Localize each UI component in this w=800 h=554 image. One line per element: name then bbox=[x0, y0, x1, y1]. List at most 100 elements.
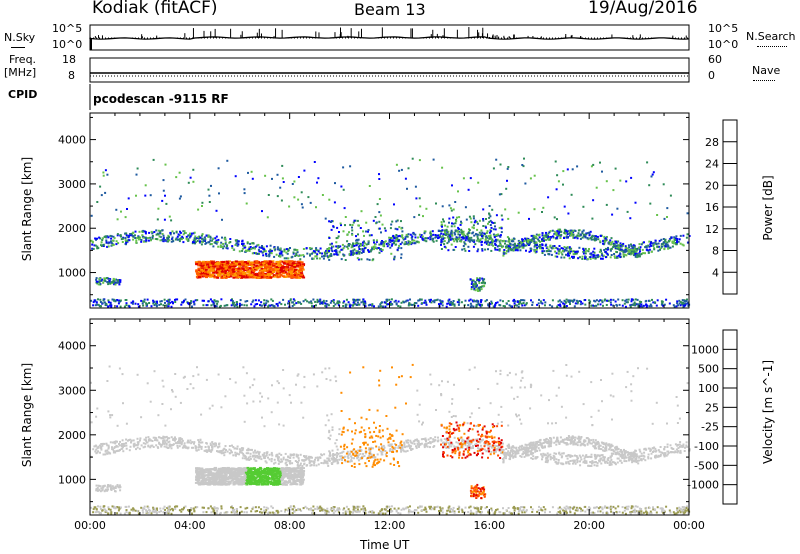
data-cell bbox=[261, 210, 263, 213]
data-cell bbox=[568, 232, 571, 235]
data-cell bbox=[610, 247, 613, 250]
data-cell bbox=[237, 240, 240, 243]
data-cell bbox=[639, 450, 642, 453]
data-cell bbox=[539, 246, 542, 248]
data-cell bbox=[231, 274, 235, 277]
data-cell bbox=[659, 248, 661, 251]
data-cell bbox=[234, 239, 237, 242]
data-cell bbox=[544, 244, 547, 247]
data-cell bbox=[538, 236, 541, 239]
data-cell bbox=[541, 250, 544, 253]
data-cell bbox=[337, 302, 340, 305]
data-cell bbox=[473, 234, 476, 237]
data-cell bbox=[209, 236, 212, 239]
data-cell bbox=[640, 243, 643, 246]
data-cell bbox=[411, 157, 414, 160]
data-cell bbox=[496, 238, 499, 241]
data-cell bbox=[468, 240, 471, 243]
data-cell bbox=[492, 228, 495, 231]
data-cell bbox=[418, 159, 421, 162]
data-cell bbox=[635, 248, 638, 250]
data-cell bbox=[236, 241, 239, 244]
data-cell bbox=[394, 446, 397, 449]
data-cell bbox=[296, 463, 299, 466]
y-tick-label: 3000 bbox=[58, 178, 86, 191]
data-cell bbox=[549, 236, 552, 238]
data-cell bbox=[229, 275, 233, 278]
data-cell bbox=[525, 249, 527, 252]
data-cell bbox=[104, 169, 107, 172]
data-cell bbox=[623, 249, 626, 252]
data-cell bbox=[406, 187, 408, 190]
data-cell bbox=[603, 457, 606, 460]
data-cell bbox=[349, 253, 352, 255]
data-cell bbox=[566, 168, 569, 171]
data-cell bbox=[267, 274, 271, 277]
data-cell bbox=[469, 177, 472, 180]
data-cell bbox=[110, 282, 113, 285]
data-cell bbox=[204, 263, 208, 266]
data-cell bbox=[533, 235, 536, 238]
data-cell bbox=[502, 239, 505, 242]
data-cell bbox=[512, 237, 515, 240]
data-cell bbox=[645, 246, 648, 249]
data-cell bbox=[145, 303, 148, 306]
data-cell bbox=[181, 235, 184, 238]
data-cell bbox=[460, 236, 463, 239]
data-cell bbox=[523, 157, 525, 160]
data-cell bbox=[287, 275, 291, 278]
data-cell bbox=[487, 240, 489, 243]
data-cell bbox=[308, 247, 311, 249]
data-cell bbox=[358, 248, 361, 250]
data-cell bbox=[159, 232, 162, 235]
data-cell bbox=[104, 277, 107, 280]
data-cell bbox=[203, 239, 206, 242]
data-cell bbox=[152, 158, 155, 161]
data-cell bbox=[677, 447, 680, 450]
data-cell bbox=[197, 260, 201, 263]
data-cell bbox=[371, 304, 374, 307]
data-cell bbox=[682, 303, 685, 306]
data-cell bbox=[116, 279, 119, 282]
data-cell bbox=[91, 243, 94, 246]
data-cell bbox=[494, 247, 497, 249]
data-cell bbox=[678, 299, 681, 302]
data-cell bbox=[106, 444, 109, 447]
data-cell bbox=[561, 250, 564, 252]
data-cell bbox=[261, 275, 265, 278]
data-cell bbox=[294, 268, 297, 271]
data-cell bbox=[434, 436, 437, 439]
data-cell bbox=[231, 261, 235, 264]
data-cell bbox=[456, 230, 459, 233]
data-cell bbox=[96, 303, 99, 306]
data-cell bbox=[464, 234, 467, 237]
data-cell bbox=[222, 275, 226, 278]
data-cell bbox=[273, 275, 277, 278]
data-cell bbox=[105, 241, 108, 244]
data-cell bbox=[523, 244, 526, 247]
data-cell bbox=[167, 240, 169, 243]
data-cell bbox=[258, 269, 262, 272]
data-cell bbox=[675, 305, 678, 308]
data-cell bbox=[476, 235, 479, 238]
data-cell bbox=[491, 302, 493, 305]
data-cell bbox=[171, 238, 174, 240]
data-cell bbox=[534, 457, 537, 460]
data-cell bbox=[498, 447, 501, 450]
data-cell bbox=[647, 244, 650, 247]
data-cell bbox=[543, 253, 546, 256]
data-cell bbox=[469, 278, 472, 281]
data-cell bbox=[566, 230, 569, 233]
data-cell bbox=[196, 239, 199, 242]
data-cell bbox=[628, 253, 631, 255]
data-cell bbox=[656, 245, 659, 248]
data-cell bbox=[280, 270, 284, 273]
data-cell bbox=[231, 302, 234, 304]
data-cell bbox=[170, 240, 173, 243]
data-cell bbox=[233, 261, 237, 264]
data-cell bbox=[245, 304, 248, 307]
data-cell bbox=[404, 446, 406, 449]
data-cell bbox=[674, 451, 677, 453]
data-cell bbox=[154, 439, 156, 442]
